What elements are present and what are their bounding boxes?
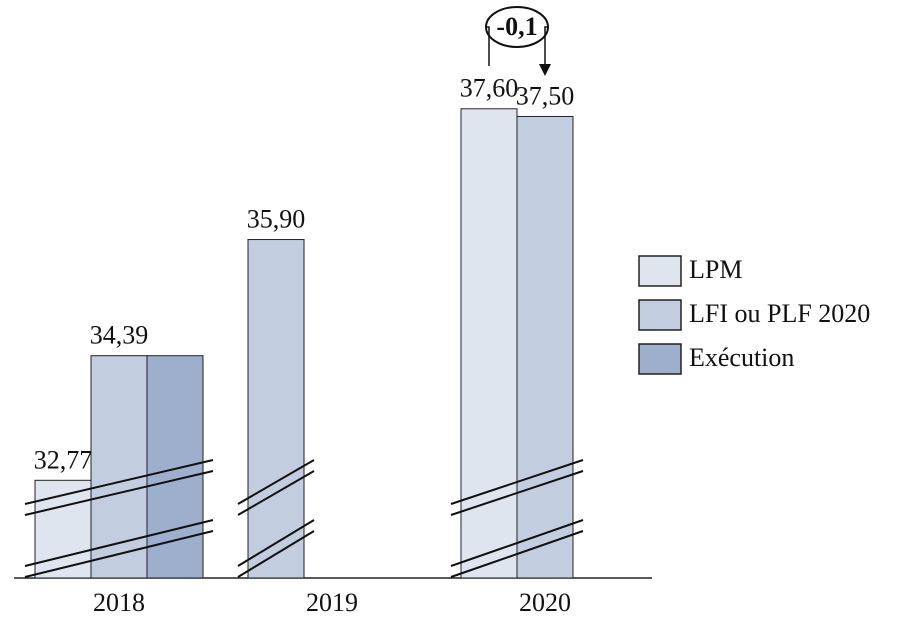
- x-tick-label: 2018: [93, 588, 145, 617]
- bar: [516, 115, 574, 579]
- axis-break: [450, 470, 584, 516]
- annotation-bracket: [544, 26, 548, 66]
- x-tick-label: 2020: [519, 588, 571, 617]
- axis-break: [450, 459, 584, 505]
- annotation: -0,1: [496, 12, 537, 41]
- axis-break: [237, 459, 315, 505]
- axis-break: [24, 530, 214, 578]
- legend-label: LFI ou PLF 2020: [689, 299, 870, 328]
- axis-break: [237, 470, 315, 516]
- value-label: 32,77: [34, 445, 93, 474]
- value-label: 37,60: [460, 74, 519, 103]
- legend-label: Exécution: [689, 343, 794, 372]
- x-tick-label: 2019: [306, 588, 358, 617]
- axis-break: [24, 459, 214, 505]
- value-label: 35,90: [247, 205, 306, 234]
- axis-break: [24, 470, 214, 516]
- axis-break: [237, 530, 315, 578]
- axis-break: [237, 519, 315, 567]
- annotation-bracket: [486, 26, 490, 66]
- axis-break: [450, 519, 584, 567]
- annotation-arrow: [539, 64, 551, 76]
- bar: [460, 108, 518, 579]
- axis-break: [24, 519, 214, 567]
- axis-break: [450, 530, 584, 578]
- legend-swatch: [638, 255, 682, 287]
- bar: [247, 239, 305, 579]
- legend-label: LPM: [689, 255, 742, 284]
- bar: [90, 355, 148, 579]
- legend-swatch: [638, 299, 682, 331]
- value-label: 34,39: [90, 321, 149, 350]
- value-label: 37,50: [516, 81, 575, 110]
- legend-swatch: [638, 343, 682, 375]
